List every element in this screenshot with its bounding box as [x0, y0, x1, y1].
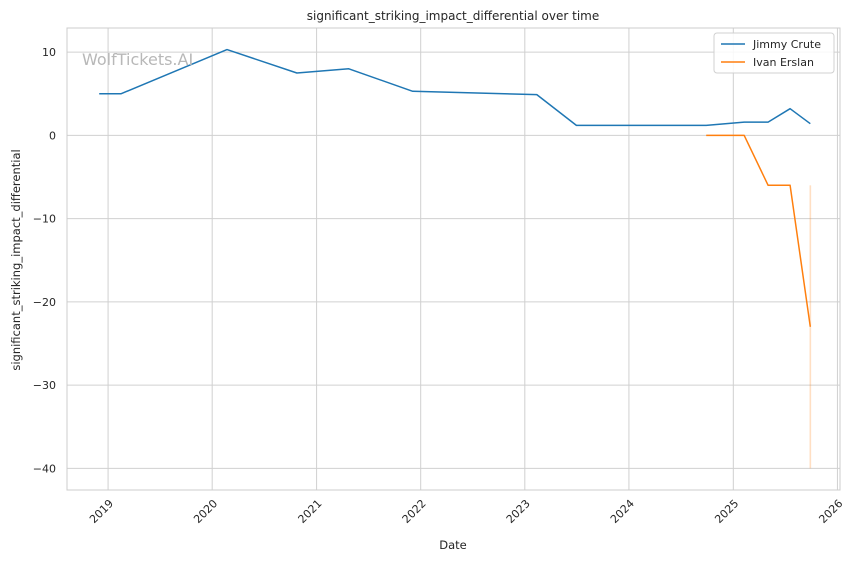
legend-box	[713, 32, 835, 74]
y-tick-label: −10	[33, 213, 56, 226]
x-tick-label: 2024	[608, 497, 637, 526]
x-tick-labels: 2019 2020 2021 2022 2023 2024 2025 2026	[87, 497, 845, 526]
series-lines	[99, 48, 812, 327]
error-band	[809, 185, 812, 469]
series-line-1	[706, 134, 812, 327]
y-tick-label: −40	[33, 462, 56, 475]
series-line-0	[99, 48, 811, 127]
x-tick-label: 2026	[816, 497, 845, 526]
y-tick-label: 10	[42, 46, 56, 59]
x-tick-label: 2022	[400, 497, 429, 526]
watermark: WolfTickets.AI	[82, 50, 193, 69]
y-tick-label: 0	[49, 129, 56, 142]
y-axis-title: significant_striking_impact_differential	[9, 149, 23, 370]
y-tick-label: −20	[33, 296, 56, 309]
plot-border	[66, 27, 841, 491]
error-band-area	[809, 185, 812, 469]
legend-label: Ivan Erslan	[753, 56, 814, 69]
x-tick-label: 2021	[296, 497, 325, 526]
chart-title: significant_striking_impact_differential…	[307, 9, 599, 23]
x-tick-label: 2025	[712, 497, 741, 526]
y-tick-label: −30	[33, 379, 56, 392]
x-tick-label: 2019	[87, 497, 116, 526]
y-tick-labels: 10 0 −10 −20 −30 −40	[33, 46, 56, 475]
legend-label: Jimmy Crute	[752, 38, 821, 51]
x-axis-title: Date	[439, 538, 467, 552]
plot-frame	[66, 27, 841, 491]
x-tick-label: 2020	[191, 497, 220, 526]
x-tick-label: 2023	[504, 497, 533, 526]
legend: Jimmy Crute Ivan Erslan	[713, 32, 835, 74]
grid-lines	[67, 28, 840, 490]
